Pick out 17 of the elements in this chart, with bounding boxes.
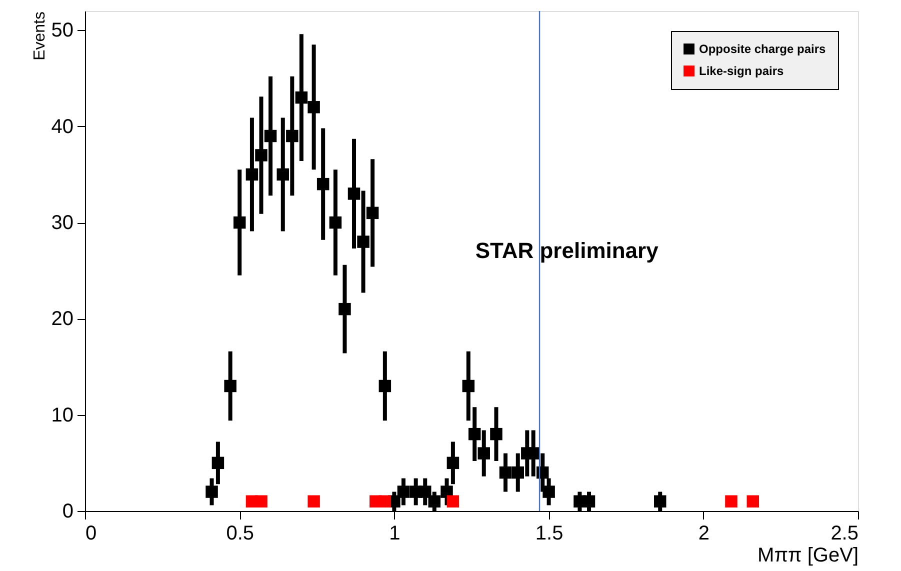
x-tick-label: 0.5 [226,522,254,544]
x-tick-label: 2.5 [830,522,858,544]
x-axis-title: Mππ [GeV] [758,544,858,566]
x-tick-label: 0 [86,522,97,544]
y-tick-label: 20 [51,308,74,330]
y-tick-label: 50 [51,20,74,42]
y-tick-label: 10 [51,404,74,426]
annotation: STAR preliminary [475,238,660,263]
y-tick-label: 40 [51,116,74,138]
y-tick-label: 0 [62,500,74,522]
legend-label: Opposite charge pairs [699,42,826,56]
x-tick-label: 1.5 [535,522,564,544]
legend-label: Like-sign pairs [699,64,784,78]
x-tick-label: 1 [389,522,400,544]
y-axis-title: Events [31,12,48,60]
y-tick-label: 30 [51,212,74,234]
x-tick-label: 2 [698,522,710,544]
